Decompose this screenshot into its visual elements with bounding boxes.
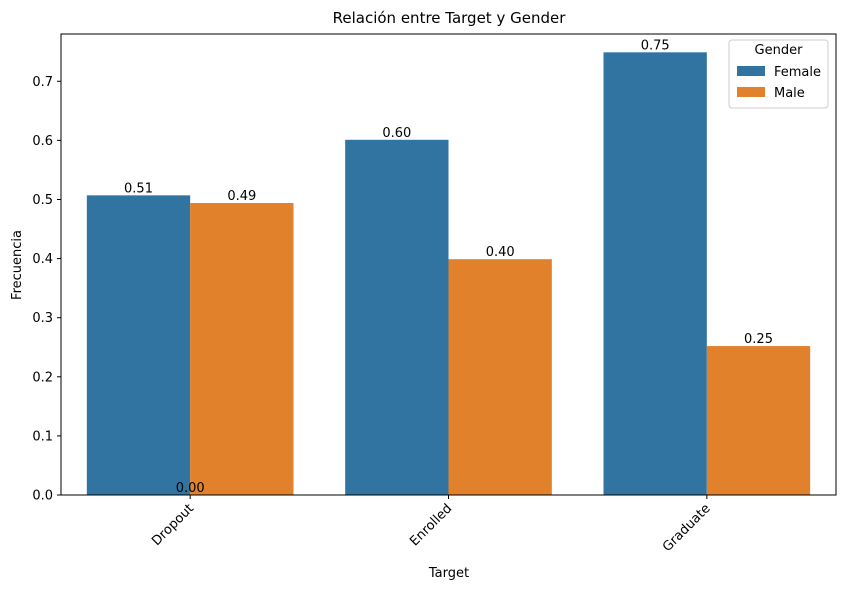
data-label: 0.60	[382, 126, 411, 141]
bar-male-dropout	[190, 203, 294, 495]
y-tick-label: 0.7	[32, 75, 53, 90]
data-label-zero: 0.00	[176, 481, 205, 496]
data-label: 0.40	[486, 245, 515, 260]
data-label: 0.51	[124, 181, 153, 196]
y-tick-label: 0.1	[32, 429, 53, 444]
y-axis-title: Frecuencia	[10, 230, 25, 300]
bar-female-enrolled	[345, 139, 449, 496]
chart-title: Relación entre Target y Gender	[333, 9, 567, 27]
legend-label-male: Male	[774, 86, 805, 101]
x-tick-label: Enrolled	[407, 501, 455, 549]
y-tick-label: 0.4	[32, 252, 53, 267]
legend-title: Gender	[755, 43, 804, 58]
legend-label-female: Female	[774, 65, 821, 80]
y-tick-label: 0.5	[32, 193, 53, 208]
y-tick-label: 0.3	[32, 311, 53, 326]
y-tick-label: 0.0	[32, 489, 53, 504]
x-tick-label: Dropout	[149, 501, 197, 549]
y-tick-label: 0.2	[32, 370, 53, 385]
y-tick-label: 0.6	[32, 134, 53, 149]
bar-female-graduate	[603, 52, 707, 495]
bar-male-graduate	[706, 346, 811, 495]
plot-area: 0.51 0.60 0.75 0.49 0.40 0.25 0.00 0.0 0.1 0.2 0.3…	[32, 33, 837, 555]
bar-female-dropout	[86, 195, 191, 495]
x-axis-title: Target	[428, 566, 469, 581]
legend-swatch-male	[737, 87, 765, 97]
data-label: 0.25	[744, 332, 773, 347]
data-label: 0.75	[641, 38, 670, 53]
x-tick-label: Graduate	[660, 501, 714, 555]
data-label: 0.49	[227, 189, 256, 204]
legend-swatch-female	[737, 66, 765, 76]
bar-male-enrolled	[448, 259, 552, 495]
legend: Gender Female Male	[728, 39, 829, 109]
